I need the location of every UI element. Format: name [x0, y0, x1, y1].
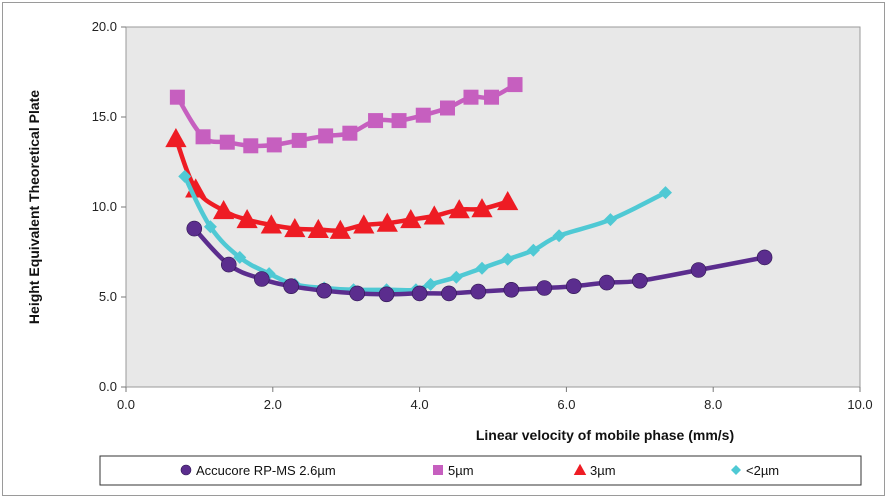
y-tick-label: 20.0 — [92, 19, 117, 34]
data-point — [376, 212, 398, 232]
data-point — [658, 186, 672, 200]
data-point — [603, 213, 617, 227]
data-point — [260, 214, 282, 234]
x-tick-label: 4.0 — [411, 397, 429, 412]
y-tick-label: 15.0 — [92, 109, 117, 124]
data-point — [165, 127, 187, 148]
data-point — [178, 169, 192, 183]
data-point — [212, 199, 235, 220]
series-circle — [186, 220, 773, 303]
data-point — [391, 113, 407, 129]
series-triangle — [165, 127, 519, 239]
data-point — [169, 89, 185, 105]
x-tick-label: 2.0 — [264, 397, 282, 412]
data-point — [378, 286, 395, 303]
data-point — [424, 277, 438, 291]
data-point — [318, 128, 334, 144]
data-point — [449, 270, 463, 284]
data-point — [448, 199, 470, 219]
data-point — [497, 190, 519, 211]
legend-label: Accucore RP-MS 2.6µm — [196, 463, 336, 478]
data-point — [342, 125, 358, 141]
data-point — [253, 271, 270, 287]
data-point — [501, 252, 515, 266]
data-point — [552, 229, 566, 243]
legend-marker — [731, 465, 741, 475]
data-point — [598, 274, 615, 291]
x-tick-label: 10.0 — [847, 397, 872, 412]
data-point — [349, 285, 366, 302]
data-point — [475, 261, 489, 275]
legend: Accucore RP-MS 2.6µm 5µm 3µm <2µm — [99, 455, 862, 486]
data-point — [186, 220, 203, 237]
x-tick-label: 8.0 — [704, 397, 722, 412]
data-point — [203, 220, 217, 234]
x-axis-title: Linear velocity of mobile phase (mm/s) — [476, 427, 734, 443]
data-point — [463, 89, 479, 105]
y-tick-label: 10.0 — [92, 199, 117, 214]
data-point — [631, 272, 648, 289]
data-point — [415, 107, 431, 123]
axes: 0.0 5.0 10.0 15.0 20.0 0.0 2.0 4.0 6.0 8.0 10.0 — [92, 19, 873, 412]
data-point — [536, 280, 553, 296]
x-tick-label: 0.0 — [117, 397, 135, 412]
series-square — [169, 77, 523, 154]
data-point — [329, 219, 351, 239]
data-point — [503, 281, 520, 298]
legend-marker — [433, 465, 443, 475]
data-point — [233, 250, 247, 264]
legend-label: 5µm — [448, 463, 474, 478]
data-point — [284, 217, 306, 238]
data-point — [507, 77, 523, 93]
x-tick-label: 6.0 — [557, 397, 575, 412]
y-tick-label: 5.0 — [99, 289, 117, 304]
data-point — [470, 283, 487, 300]
data-point — [368, 113, 384, 129]
legend-marker — [180, 464, 192, 476]
data-point — [526, 243, 540, 257]
data-point — [243, 138, 259, 154]
data-point — [471, 198, 493, 218]
data-point — [195, 129, 211, 145]
data-point — [484, 89, 500, 105]
data-point — [439, 100, 455, 116]
series-layer — [165, 77, 773, 303]
data-point — [219, 134, 235, 150]
data-point — [316, 282, 332, 299]
y-tick-label: 0.0 — [99, 379, 117, 394]
data-point — [690, 262, 707, 278]
data-point — [353, 214, 375, 234]
data-point — [307, 218, 329, 238]
data-point — [441, 285, 457, 302]
legend-marker — [573, 463, 587, 475]
legend-label: <2µm — [746, 463, 779, 478]
data-point — [266, 137, 282, 153]
hetp-chart: 0.0 5.0 10.0 15.0 20.0 0.0 2.0 4.0 6.0 8.0 10.0 He… — [26, 19, 873, 486]
data-point — [236, 208, 258, 229]
legend-label: 3µm — [590, 463, 616, 478]
data-point — [291, 132, 307, 148]
data-point — [220, 256, 237, 273]
data-point — [565, 278, 582, 295]
data-point — [411, 285, 428, 302]
y-axis-title: Height Equivalent Theoretical Plate — [26, 90, 42, 324]
data-point — [283, 278, 299, 295]
data-point — [423, 205, 445, 225]
data-point — [756, 249, 773, 266]
data-point — [400, 208, 422, 229]
